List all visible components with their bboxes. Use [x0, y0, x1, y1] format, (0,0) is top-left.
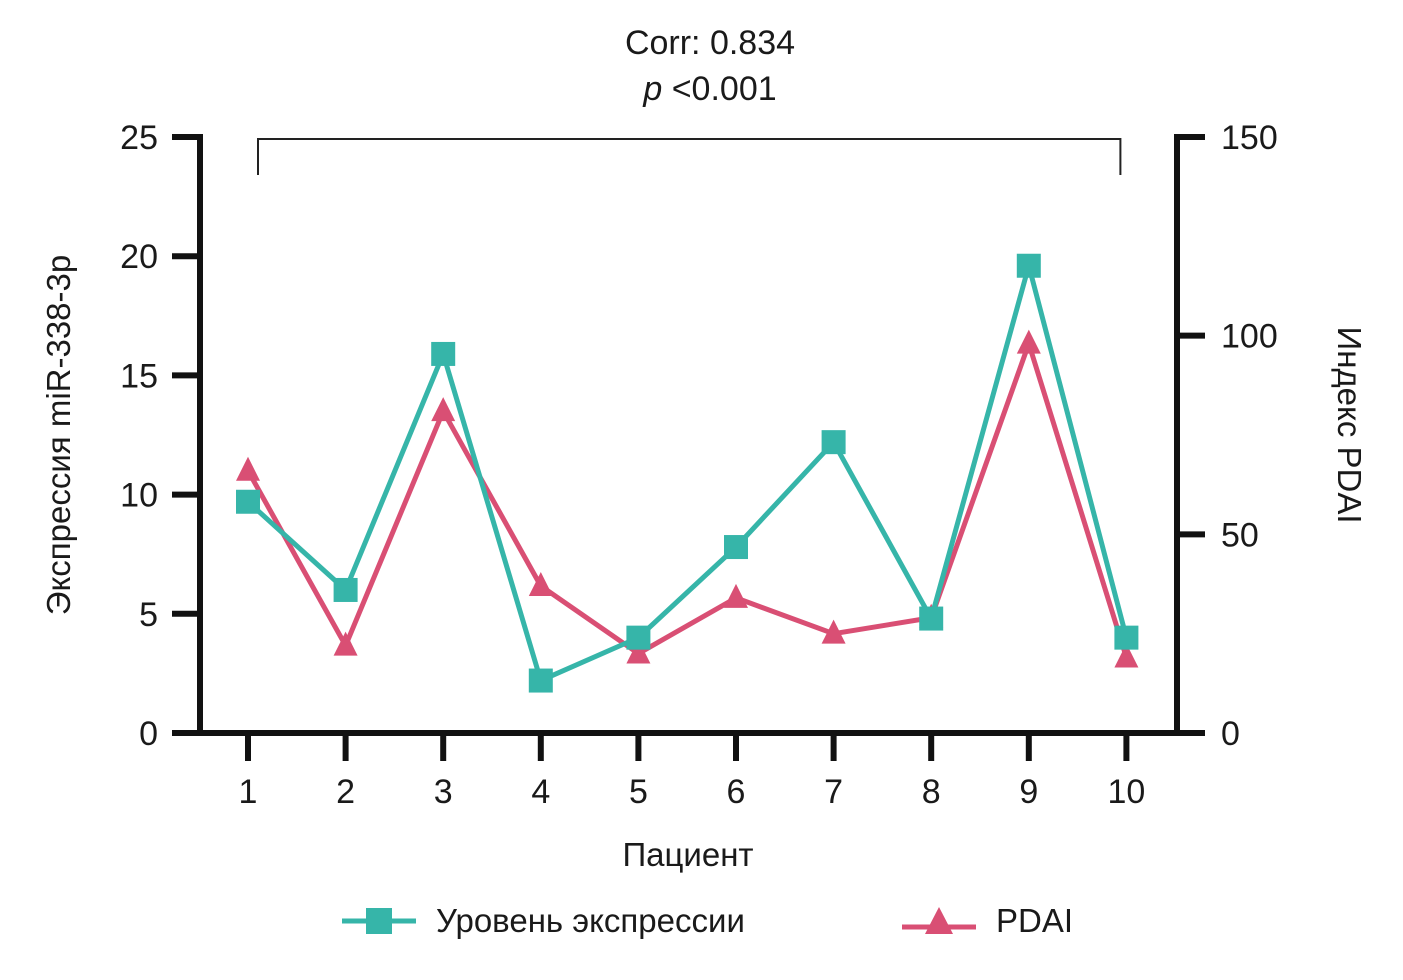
y-right-tick-label: 150 [1221, 119, 1278, 157]
y-left-tick-label: 25 [120, 119, 158, 157]
x-tick-label: 9 [1019, 773, 1038, 811]
x-tick-label: 1 [239, 773, 258, 811]
data-point-pdai [821, 619, 846, 644]
legend-label-expression: Уровень экспрессии [436, 902, 745, 939]
y-left-tick-label: 0 [139, 715, 158, 753]
x-tick-label: 10 [1107, 773, 1145, 811]
data-point-expression [724, 535, 748, 560]
y-left-tick-label: 10 [120, 477, 158, 515]
y-left-tick-label: 5 [139, 596, 158, 634]
data-point-expression [528, 668, 553, 693]
legend-item-pdai: PDAI [900, 896, 1073, 946]
x-tick-label: 4 [531, 773, 550, 811]
legend-swatch-square-icon [342, 908, 416, 934]
x-tick-label: 3 [434, 773, 453, 811]
data-point-pdai [431, 397, 456, 422]
data-point-expression [626, 625, 651, 650]
data-point-pdai [528, 571, 553, 596]
series-group [236, 253, 1139, 693]
legend-label-pdai: PDAI [996, 902, 1074, 939]
x-tick-label: 2 [336, 773, 355, 811]
significance-bracket [257, 138, 1122, 175]
y-right-tick-label: 50 [1221, 516, 1259, 554]
y-left-tick-label: 15 [120, 357, 158, 395]
x-tick-label: 6 [727, 773, 746, 811]
data-point-pdai [333, 631, 358, 656]
legend-swatch-triangle-icon [902, 907, 976, 934]
series-line-expression [246, 263, 1129, 684]
axes: 0 5 10 15 20 25 0 50 100 150 1 2 3 4 5 6 7 8 9 10 [120, 119, 1278, 811]
p-value-label: p <0.001 [0, 70, 1403, 109]
data-point-pdai [626, 639, 651, 664]
correlation-label: Corr: 0.834 [624, 24, 796, 62]
data-point-pdai [724, 583, 748, 608]
y-right-tick-label: 0 [1221, 715, 1240, 753]
data-point-expression [1016, 253, 1041, 278]
y-axis-left-label: Экспрессия miR-338-3p [40, 255, 77, 615]
data-point-expression [236, 489, 260, 514]
y-left-tick-label: 20 [120, 238, 158, 276]
p-value: <0.001 [671, 70, 777, 108]
data-point-expression [431, 341, 456, 366]
data-point-expression [333, 577, 358, 602]
p-symbol: p [643, 70, 663, 108]
data-point-pdai [236, 456, 260, 481]
data-point-expression [821, 430, 846, 455]
legend-item-expression: Уровень экспрессии [340, 896, 745, 946]
bracket-line [257, 138, 1122, 175]
data-point-pdai [1114, 643, 1139, 668]
x-tick-label: 8 [922, 773, 941, 811]
series-line-pdai [245, 341, 1129, 659]
x-tick-label: 5 [629, 773, 648, 811]
data-point-pdai [1016, 329, 1041, 354]
x-tick-label: 7 [824, 773, 843, 811]
x-axis-label: Пациент [622, 836, 753, 873]
y-right-tick-label: 100 [1221, 318, 1278, 356]
y-axis-right-label: Индекс PDAI [1331, 326, 1368, 523]
data-point-expression [1114, 625, 1139, 650]
data-point-expression [919, 606, 944, 631]
